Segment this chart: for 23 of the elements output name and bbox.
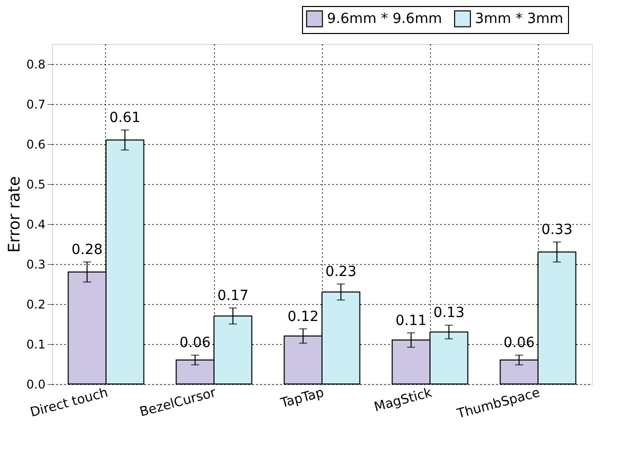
y-tick-label: 0.2 [26,298,46,312]
y-axis-title: Error rate [4,176,24,253]
data-label: 0.13 [433,305,464,322]
data-label: 0.33 [541,222,572,238]
y-tick-label: 0.0 [26,378,46,392]
legend-label: 9.6mm * 9.6mm [327,10,442,27]
y-tick-label: 0.6 [26,138,46,152]
y-tick-label: 0.4 [26,218,46,232]
data-label: 0.12 [288,308,319,325]
data-label: 0.06 [504,335,535,352]
data-label: 0.06 [180,335,211,352]
y-tick-label: 0.1 [26,338,46,352]
data-label: 0.23 [325,264,356,280]
y-tick-label: 0.3 [26,258,46,272]
data-label: 0.11 [396,312,427,329]
x-tick-label: TapTap [278,386,326,412]
y-tick-label: 0.5 [26,178,46,192]
data-label: 0.61 [109,110,140,126]
y-tick-label: 0.7 [26,98,46,112]
data-label: 0.17 [217,288,248,304]
data-label: 0.28 [72,242,103,258]
legend-label: 3mm * 3mm [475,10,564,27]
y-tick-label: 0.8 [26,58,46,72]
